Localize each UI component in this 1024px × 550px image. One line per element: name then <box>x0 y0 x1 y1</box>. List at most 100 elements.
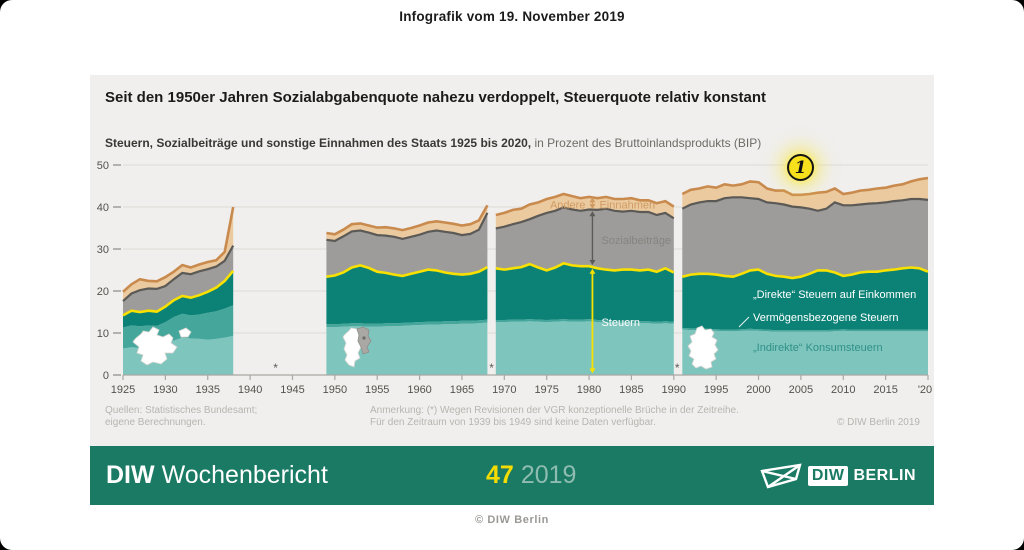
chart-area: 0 10 20 30 40 50 1925 1930 1935 1940 1945 1950 1955 1… <box>90 151 934 403</box>
area-direkte-steuern <box>682 267 928 331</box>
svg-text:2010: 2010 <box>831 384 855 396</box>
logo-berlin-text: BERLIN <box>853 466 916 484</box>
svg-text:*: * <box>675 361 680 375</box>
logo-diw-text: DIW <box>807 465 849 486</box>
remark-line-2: Für den Zeitraum von 1939 bis 1949 sind … <box>370 417 656 428</box>
svg-text:1935: 1935 <box>195 384 219 396</box>
issue-number: 47 2019 <box>486 446 576 505</box>
svg-text:1940: 1940 <box>238 384 262 396</box>
issue-no: 47 <box>486 461 514 489</box>
svg-text:'20: '20 <box>918 384 932 396</box>
germany-maps <box>132 325 719 370</box>
svg-text:Sozialbeiträge: Sozialbeiträge <box>601 235 671 247</box>
area-sozialbeitraege <box>326 212 488 277</box>
annotations: Andere Einnahmen Sozialbeiträge Steuern „Dir… <box>550 197 916 374</box>
line-sozialbeitraege <box>326 212 489 243</box>
svg-text:1955: 1955 <box>365 384 389 396</box>
svg-text:40: 40 <box>97 202 109 214</box>
germany-map-unified-icon <box>687 325 719 370</box>
area-direkte-steuern <box>326 265 488 325</box>
line-gesamteinnahmen <box>122 206 235 293</box>
svg-text:1985: 1985 <box>619 384 643 396</box>
line-steuern <box>122 269 235 317</box>
diw-berlin-logo: DIW BERLIN <box>760 446 916 505</box>
svg-text:20: 20 <box>97 286 109 298</box>
svg-text:Steuern: Steuern <box>601 317 640 329</box>
infographic-card: Seit den 1950er Jahren Sozialabgabenquot… <box>90 75 934 446</box>
segment-1991 <box>681 176 929 375</box>
page-copyright: © DIW Berlin <box>475 514 549 526</box>
line-gesamteinnahmen <box>495 192 675 217</box>
publication-brand: DIW Wochenbericht <box>106 446 328 505</box>
line-sozialbeitraege <box>681 196 929 212</box>
area-sozialbeitraege <box>495 207 674 273</box>
svg-text:Andere: Andere <box>550 199 585 211</box>
line-steuern <box>495 261 675 274</box>
footer-banner: DIW Wochenbericht 47 2019 DIW BERLIN <box>90 446 934 505</box>
x-axis: 1925 1930 1935 1940 1945 1950 1955 1960 1965 1970… <box>111 374 932 396</box>
brand-diw: DIW <box>106 461 155 489</box>
svg-text:„Direkte“ Steuern auf Einkomme: „Direkte“ Steuern auf Einkommen <box>753 289 916 301</box>
line-steuern <box>326 264 489 278</box>
remark-line-1: Anmerkung: (*) Wegen Revisionen der VGR … <box>370 405 739 416</box>
chart-subtitle-bold: Steuern, Sozialbeiträge und sonstige Ein… <box>105 136 532 150</box>
line-gesamteinnahmen <box>326 204 489 236</box>
svg-text:1980: 1980 <box>577 384 601 396</box>
svg-text:50: 50 <box>97 160 109 172</box>
chart-subtitle: Steuern, Sozialbeiträge und sonstige Ein… <box>105 136 919 150</box>
area-sozialbeitraege <box>682 197 928 278</box>
germany-map-divided-icon <box>342 326 372 368</box>
remark-note: Anmerkung: (*) Wegen Revisionen der VGR … <box>370 405 739 429</box>
area-indirekte-konsumsteuern <box>682 329 928 375</box>
series-break-markers: * * * <box>273 361 680 375</box>
germany-map-1925-icon <box>132 326 192 366</box>
brand-wochenbericht: Wochenbericht <box>161 461 328 489</box>
svg-text:1945: 1945 <box>280 384 304 396</box>
svg-text:1995: 1995 <box>704 384 728 396</box>
svg-text:2000: 2000 <box>746 384 770 396</box>
svg-text:1950: 1950 <box>323 384 347 396</box>
sources-line-1: Quellen: Statistisches Bundesamt; <box>105 405 258 416</box>
area-sozialbeitraege <box>123 245 234 316</box>
chart-copyright: © DIW Berlin 2019 <box>837 417 920 428</box>
line-steuern <box>681 266 929 280</box>
svg-text:Einnahmen: Einnahmen <box>599 199 655 211</box>
svg-text:30: 30 <box>97 244 109 256</box>
area-vermoegensbezogene-steuern <box>682 328 928 332</box>
line-gesamteinnahmen <box>681 176 929 197</box>
svg-text:1930: 1930 <box>153 384 177 396</box>
issue-year: 2019 <box>520 461 577 489</box>
svg-text:2005: 2005 <box>789 384 813 396</box>
svg-text:1960: 1960 <box>407 384 431 396</box>
sources-note: Quellen: Statistisches Bundesamt; eigene… <box>105 405 257 429</box>
svg-text:2015: 2015 <box>873 384 897 396</box>
page-title: Infografik vom 19. November 2019 <box>399 9 625 24</box>
area-vermoegensbezogene-steuern <box>326 319 488 328</box>
area-indirekte-konsumsteuern <box>123 335 234 375</box>
svg-text:1965: 1965 <box>450 384 474 396</box>
svg-text:„Indirekte“ Konsumsteuern: „Indirekte“ Konsumsteuern <box>753 342 883 354</box>
svg-text:1925: 1925 <box>111 384 135 396</box>
diw-logo-icon <box>760 463 802 488</box>
svg-text:1990: 1990 <box>662 384 686 396</box>
annotation-badge: 1 <box>787 154 814 181</box>
area-direkte-steuern <box>495 263 674 322</box>
svg-text:1970: 1970 <box>492 384 516 396</box>
svg-text:10: 10 <box>97 328 109 340</box>
svg-text:1975: 1975 <box>534 384 558 396</box>
svg-text:Vermögensbezogene Steuern: Vermögensbezogene Steuern <box>753 312 899 324</box>
line-sozialbeitraege <box>122 245 235 302</box>
area-vermoegensbezogene-steuern <box>495 319 674 324</box>
segment-1969 <box>495 192 675 375</box>
chart-subtitle-rest: in Prozent des Bruttoinlandsprodukts (BI… <box>531 136 762 150</box>
annotation-badge-number: 1 <box>794 157 807 178</box>
chart-title: Seit den 1950er Jahren Sozialabgabenquot… <box>105 89 766 106</box>
svg-text:0: 0 <box>103 370 109 382</box>
sources-line-2: eigene Berechnungen. <box>105 417 206 428</box>
svg-text:*: * <box>489 361 494 375</box>
line-sozialbeitraege <box>495 206 675 230</box>
area-indirekte-konsumsteuern <box>495 321 674 375</box>
svg-text:*: * <box>273 361 278 375</box>
